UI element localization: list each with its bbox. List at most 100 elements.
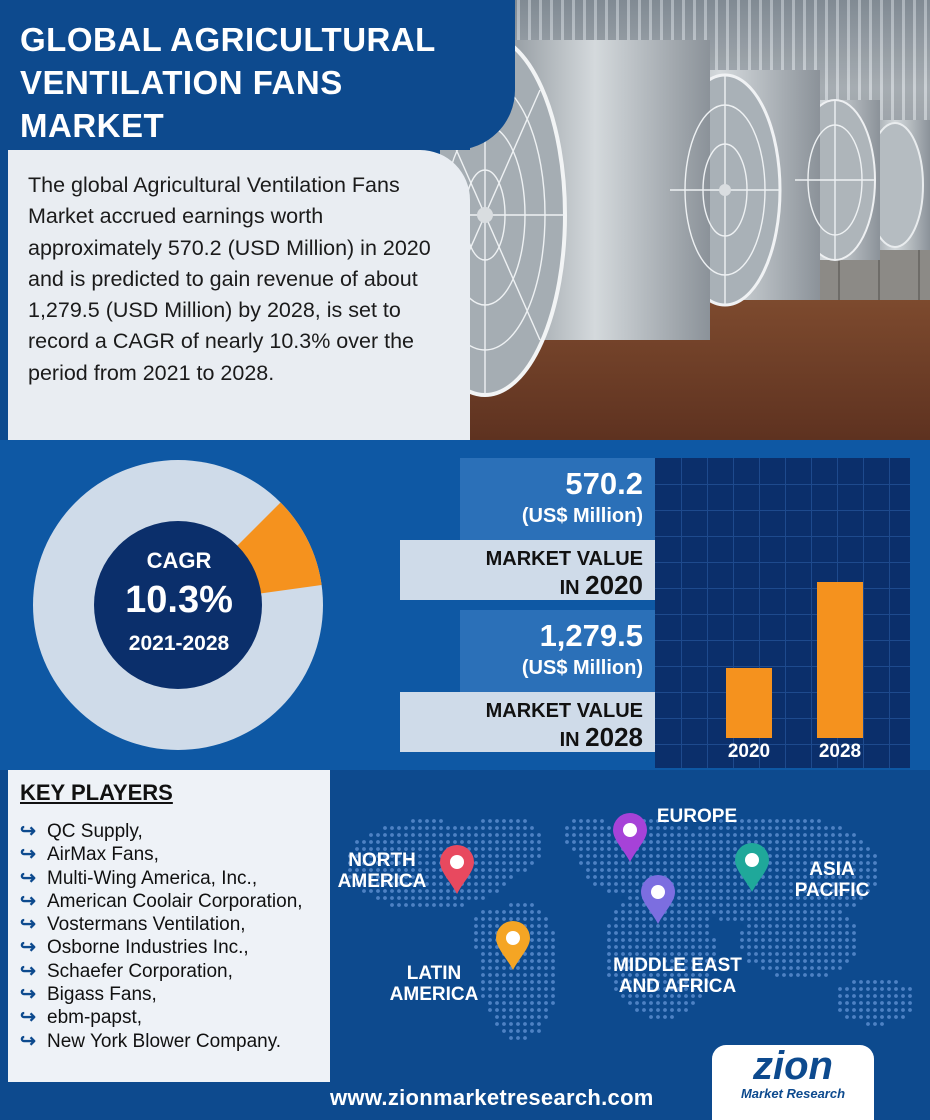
- map-dot: [670, 966, 674, 970]
- map-dot: [908, 1001, 912, 1005]
- map-dot: [719, 847, 723, 851]
- map-dot: [873, 854, 877, 858]
- map-dot: [698, 854, 702, 858]
- map-dot: [859, 987, 863, 991]
- map-dot: [852, 938, 856, 942]
- map-dot: [719, 840, 723, 844]
- map-dot: [677, 938, 681, 942]
- map-dot: [432, 889, 436, 893]
- map-dot: [579, 854, 583, 858]
- map-dot: [628, 966, 632, 970]
- map-dot: [523, 959, 527, 963]
- grid-line-v: [681, 458, 682, 768]
- map-dot: [663, 973, 667, 977]
- map-dot: [670, 917, 674, 921]
- map-dot: [831, 882, 835, 886]
- map-dot: [467, 826, 471, 830]
- map-dot: [425, 854, 429, 858]
- map-dot: [663, 1001, 667, 1005]
- map-dot: [397, 903, 401, 907]
- map-dot: [726, 896, 730, 900]
- map-dot: [516, 1001, 520, 1005]
- map-dot: [810, 847, 814, 851]
- map-dot: [488, 966, 492, 970]
- map-dot: [593, 847, 597, 851]
- market-value-label-2028: MARKET VALUE IN 2028: [400, 692, 655, 752]
- map-dot: [838, 952, 842, 956]
- map-dot: [383, 868, 387, 872]
- map-dot: [782, 896, 786, 900]
- arrow-icon: ↪: [20, 844, 36, 866]
- map-dot: [551, 966, 555, 970]
- map-dot: [628, 910, 632, 914]
- grid-line-h: [655, 562, 910, 563]
- map-dot: [852, 952, 856, 956]
- map-dot: [635, 896, 639, 900]
- key-player-item: ↪ Bigass Fans,: [20, 984, 330, 1006]
- map-dot: [775, 840, 779, 844]
- map-dot: [831, 875, 835, 879]
- map-dot: [495, 917, 499, 921]
- map-dot: [635, 973, 639, 977]
- mv-year: 2028: [585, 722, 643, 752]
- map-dot: [404, 889, 408, 893]
- map-dot: [649, 1015, 653, 1019]
- map-dot: [817, 938, 821, 942]
- map-dot: [670, 903, 674, 907]
- arrow-icon: ↪: [20, 867, 36, 889]
- map-dot: [509, 980, 513, 984]
- map-dot: [677, 959, 681, 963]
- map-dot: [775, 959, 779, 963]
- map-dot: [719, 861, 723, 865]
- map-dot: [390, 826, 394, 830]
- map-dot: [376, 847, 380, 851]
- grid-line-v: [811, 458, 812, 768]
- map-dot: [684, 952, 688, 956]
- map-dot: [705, 945, 709, 949]
- map-dot: [481, 952, 485, 956]
- map-dot: [789, 952, 793, 956]
- map-dot: [894, 987, 898, 991]
- map-dot: [488, 994, 492, 998]
- map-dot: [663, 854, 667, 858]
- logo-wordmark: zion: [753, 1044, 833, 1088]
- map-dot: [733, 903, 737, 907]
- map-dot: [670, 833, 674, 837]
- map-dot: [614, 875, 618, 879]
- map-dot: [362, 840, 366, 844]
- region-north-america: NORTH AMERICA: [337, 850, 427, 892]
- map-dot: [754, 959, 758, 963]
- cagr-label: CAGR: [146, 548, 212, 573]
- grid-line-h: [655, 744, 910, 745]
- map-dot: [656, 1001, 660, 1005]
- map-dot: [817, 931, 821, 935]
- map-dot: [411, 896, 415, 900]
- map-dot: [481, 945, 485, 949]
- map-dot: [789, 917, 793, 921]
- map-dot: [691, 966, 695, 970]
- map-dot: [831, 917, 835, 921]
- map-dot: [635, 917, 639, 921]
- map-dot: [649, 980, 653, 984]
- map-dot: [698, 994, 702, 998]
- map-dot: [418, 861, 422, 865]
- map-dot: [873, 868, 877, 872]
- map-dot: [873, 875, 877, 879]
- map-dot: [796, 840, 800, 844]
- map-dot: [600, 840, 604, 844]
- map-dot: [663, 924, 667, 928]
- map-dot: [880, 1015, 884, 1019]
- map-dot: [509, 1008, 513, 1012]
- map-dot: [803, 938, 807, 942]
- map-dot: [453, 833, 457, 837]
- map-dot: [530, 1029, 534, 1033]
- map-dot: [649, 1001, 653, 1005]
- map-dot: [439, 826, 443, 830]
- map-dot: [369, 889, 373, 893]
- map-dot: [628, 924, 632, 928]
- map-dot: [495, 987, 499, 991]
- map-dot: [481, 854, 485, 858]
- website-url[interactable]: www.zionmarketresearch.com: [330, 1085, 654, 1110]
- map-dot: [747, 931, 751, 935]
- map-dot: [418, 868, 422, 872]
